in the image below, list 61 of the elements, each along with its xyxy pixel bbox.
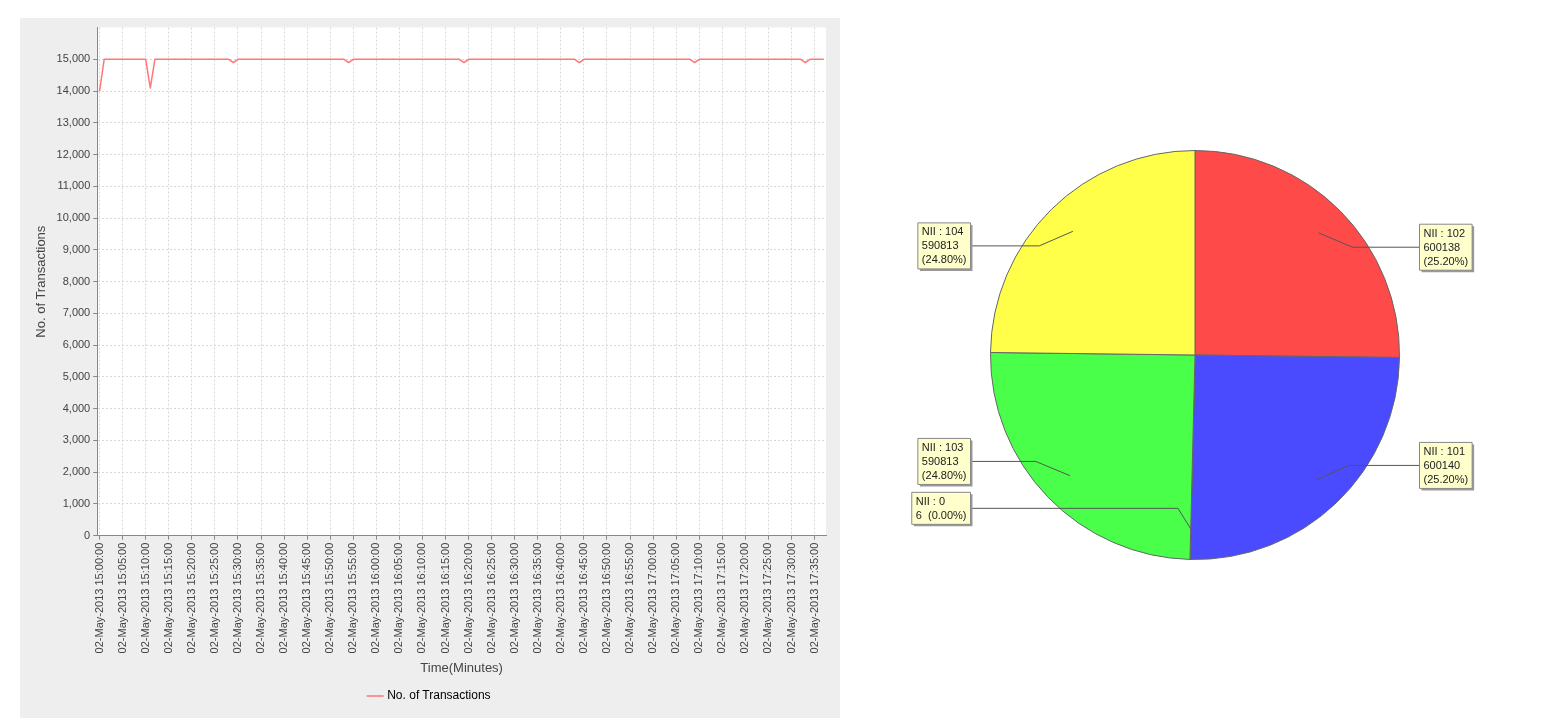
data-label: 600140 (25.20%) bbox=[1423, 458, 1469, 485]
x-tick-label: 02-May-2013 16:20:00 bbox=[461, 542, 474, 654]
x-tick-label: 02-May-2013 16:25:00 bbox=[484, 542, 497, 654]
x-tick-label: 02-May-2013 15:05:00 bbox=[115, 542, 128, 654]
x-tick-label: 02-May-2013 17:05:00 bbox=[669, 542, 682, 654]
y-tick-label: 10,000 bbox=[56, 211, 91, 224]
x-tick-label: 02-May-2013 16:35:00 bbox=[530, 542, 543, 654]
y-tick-label: 3,000 bbox=[62, 433, 91, 446]
y-tick-label: 5,000 bbox=[62, 369, 91, 382]
x-tick-label: 02-May-2013 15:20:00 bbox=[184, 542, 197, 654]
x-tick-label: 02-May-2013 16:50:00 bbox=[600, 542, 612, 654]
slice-label: NII : 0 bbox=[915, 494, 946, 507]
y-tick-label: 7,000 bbox=[62, 306, 91, 319]
x-tick-label: 02-May-2013 16:45:00 bbox=[576, 542, 589, 654]
slice-label: NII : 102 bbox=[1423, 226, 1466, 239]
x-tick-label: 02-May-2013 17:20:00 bbox=[738, 542, 751, 654]
x-tick-label: 02-May-2013 16:55:00 bbox=[623, 542, 636, 654]
legend-label: No. of Transactions bbox=[387, 688, 491, 703]
x-tick-label: 02-May-2013 15:10:00 bbox=[138, 542, 151, 654]
y-tick-label: 14,000 bbox=[56, 84, 91, 97]
x-tick-label: 02-May-2013 16:30:00 bbox=[507, 542, 520, 654]
y-tick-label: 13,000 bbox=[56, 115, 91, 128]
x-tick-label: 02-May-2013 15:00:00 bbox=[92, 542, 105, 654]
x-tick-label: 02-May-2013 15:25:00 bbox=[207, 542, 220, 654]
y-tick-label: 6,000 bbox=[62, 338, 91, 351]
x-tick-label: 02-May-2013 15:45:00 bbox=[300, 542, 313, 654]
y-tick-label: 4,000 bbox=[62, 401, 91, 414]
x-tick-label: 02-May-2013 15:15:00 bbox=[161, 542, 174, 654]
y-tick-label: 15,000 bbox=[56, 52, 91, 65]
y-tick-label: 12,000 bbox=[56, 147, 91, 160]
x-tick-label: 02-May-2013 16:00:00 bbox=[369, 542, 382, 654]
y-tick-label: 11,000 bbox=[57, 179, 91, 192]
x-tick-label: 02-May-2013 16:40:00 bbox=[553, 542, 566, 654]
y-axis-title: No. of Transactions bbox=[33, 225, 49, 338]
x-tick-label: 02-May-2013 15:40:00 bbox=[277, 542, 290, 654]
x-tick-label: 02-May-2013 17:00:00 bbox=[646, 542, 659, 654]
x-tick-label: 02-May-2013 15:55:00 bbox=[346, 542, 359, 654]
y-tick-label: 2,000 bbox=[62, 465, 91, 478]
x-tick-label: 02-May-2013 17:15:00 bbox=[715, 542, 728, 654]
slice-label: NII : 103 bbox=[921, 440, 964, 453]
data-label: 590813 (24.80%) bbox=[921, 454, 967, 481]
x-tick-label: 02-May-2013 16:10:00 bbox=[415, 542, 428, 654]
x-tick-label: 02-May-2013 17:25:00 bbox=[761, 542, 774, 654]
y-tick-label: 1,000 bbox=[62, 496, 91, 509]
data-label: 6 (0.00%) bbox=[915, 508, 967, 521]
x-axis-title: Time(Minutes) bbox=[420, 659, 503, 675]
y-tick-label: 0 bbox=[84, 528, 91, 541]
data-label: 590813 (24.80%) bbox=[921, 239, 967, 266]
y-tick-label: 8,000 bbox=[62, 274, 91, 287]
x-tick-label: 02-May-2013 15:30:00 bbox=[230, 542, 243, 654]
slice-label: NII : 104 bbox=[921, 225, 964, 238]
data-label: 600138 (25.20%) bbox=[1423, 240, 1469, 267]
x-tick-label: 02-May-2013 17:35:00 bbox=[807, 542, 820, 654]
x-tick-label: 02-May-2013 17:30:00 bbox=[784, 542, 797, 654]
slice-label: NII : 101 bbox=[1423, 444, 1466, 457]
x-tick-label: 02-May-2013 16:05:00 bbox=[392, 542, 405, 654]
x-tick-label: 02-May-2013 16:15:00 bbox=[438, 542, 451, 654]
x-tick-label: 02-May-2013 17:10:00 bbox=[692, 542, 705, 654]
x-tick-label: 02-May-2013 15:50:00 bbox=[323, 542, 336, 654]
y-tick-label: 9,000 bbox=[62, 242, 91, 255]
x-tick-label: 02-May-2013 15:35:00 bbox=[254, 542, 267, 654]
